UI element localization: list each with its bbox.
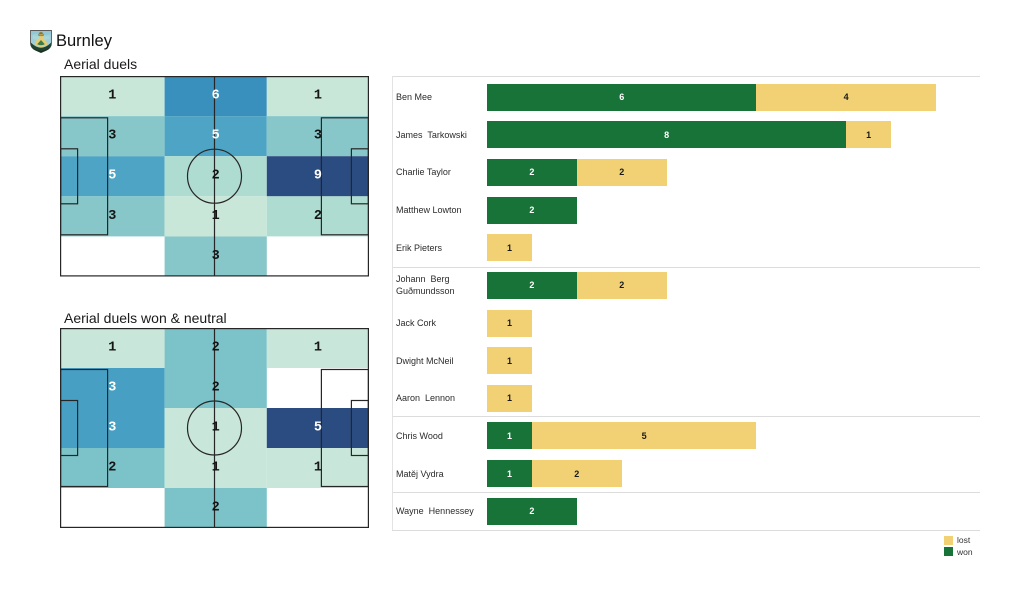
svg-text:1: 1 <box>212 209 220 224</box>
svg-text:9: 9 <box>314 169 322 184</box>
svg-text:1: 1 <box>108 89 116 104</box>
svg-text:3: 3 <box>108 129 116 144</box>
svg-text:1: 1 <box>314 341 322 356</box>
svg-text:1: 1 <box>212 461 220 476</box>
svg-text:2: 2 <box>212 381 220 396</box>
svg-text:2: 2 <box>314 209 322 224</box>
svg-text:2: 2 <box>212 169 220 184</box>
svg-text:2: 2 <box>108 461 116 476</box>
svg-text:3: 3 <box>108 381 116 396</box>
svg-text:1: 1 <box>108 341 116 356</box>
svg-text:3: 3 <box>212 249 220 264</box>
svg-text:5: 5 <box>212 129 220 144</box>
svg-text:2: 2 <box>212 501 220 516</box>
svg-text:1: 1 <box>314 89 322 104</box>
svg-text:1: 1 <box>314 461 322 476</box>
svg-text:5: 5 <box>314 421 322 436</box>
svg-text:3: 3 <box>314 129 322 144</box>
svg-text:1: 1 <box>212 421 220 436</box>
svg-text:2: 2 <box>212 341 220 356</box>
svg-text:3: 3 <box>108 209 116 224</box>
svg-text:3: 3 <box>108 421 116 436</box>
svg-text:5: 5 <box>108 169 116 184</box>
svg-text:6: 6 <box>212 89 220 104</box>
